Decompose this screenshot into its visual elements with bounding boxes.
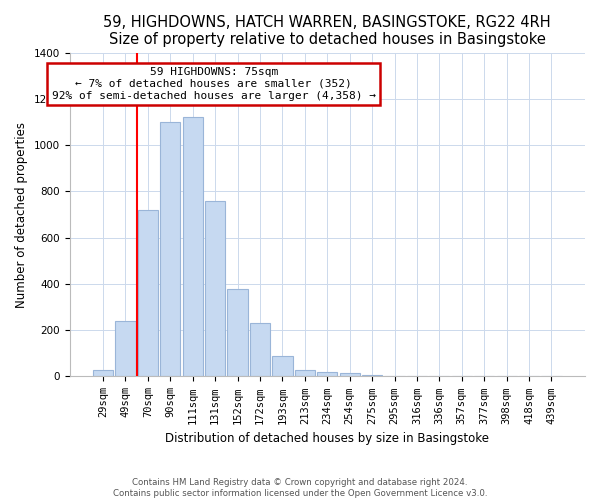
Text: Contains HM Land Registry data © Crown copyright and database right 2024.
Contai: Contains HM Land Registry data © Crown c… bbox=[113, 478, 487, 498]
Bar bbox=[317, 372, 337, 376]
Y-axis label: Number of detached properties: Number of detached properties bbox=[15, 122, 28, 308]
Bar bbox=[93, 370, 113, 376]
X-axis label: Distribution of detached houses by size in Basingstoke: Distribution of detached houses by size … bbox=[165, 432, 489, 445]
Bar bbox=[138, 210, 158, 376]
Title: 59, HIGHDOWNS, HATCH WARREN, BASINGSTOKE, RG22 4RH
Size of property relative to : 59, HIGHDOWNS, HATCH WARREN, BASINGSTOKE… bbox=[103, 15, 551, 48]
Bar bbox=[160, 122, 181, 376]
Bar bbox=[227, 288, 248, 376]
Bar bbox=[272, 356, 293, 376]
Bar bbox=[340, 373, 360, 376]
Bar bbox=[182, 118, 203, 376]
Bar bbox=[362, 374, 382, 376]
Bar bbox=[295, 370, 315, 376]
Bar bbox=[205, 200, 225, 376]
Bar bbox=[115, 321, 136, 376]
Text: 59 HIGHDOWNS: 75sqm
← 7% of detached houses are smaller (352)
92% of semi-detach: 59 HIGHDOWNS: 75sqm ← 7% of detached hou… bbox=[52, 68, 376, 100]
Bar bbox=[250, 324, 270, 376]
